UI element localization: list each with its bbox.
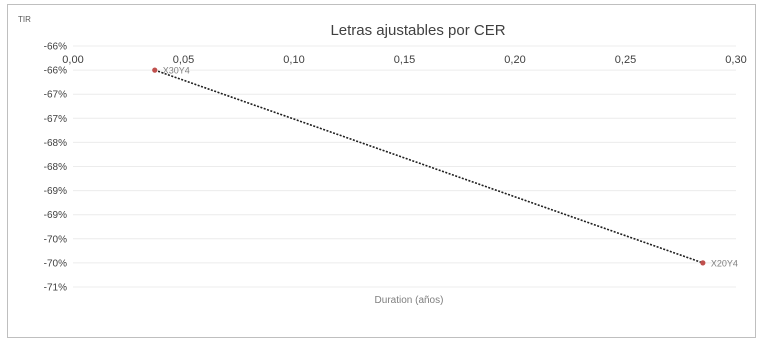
y-tick-label: -71% [44, 283, 67, 294]
x-axis-ticks: 0,00 0,05 0,10 0,15 0,20 0,25 0,30 [62, 54, 746, 66]
y-tick-label: -69% [44, 186, 67, 197]
y-tick-label: -66% [44, 42, 67, 53]
data-label: X20Y4 [711, 258, 738, 268]
y-tick-label: -69% [44, 210, 67, 221]
x-tick-label: 0,00 [62, 54, 83, 66]
x-tick-label: 0,25 [615, 54, 636, 66]
data-points: X30Y4 X20Y4 [152, 66, 738, 268]
x-tick-label: 0,10 [283, 54, 304, 66]
trendline-path [154, 69, 704, 264]
y-tick-label: -70% [44, 258, 67, 269]
chart-title: Letras ajustables por CER [330, 22, 505, 39]
y-axis-ticks: -66% -66% -67% -67% -68% -68% -69% -69% -70% -70%… [44, 42, 67, 294]
gridlines [73, 45, 736, 288]
trendline [154, 69, 704, 264]
y-tick-label: -67% [44, 114, 67, 125]
data-point [152, 67, 158, 73]
x-tick-label: 0,20 [504, 54, 525, 66]
y-axis-label: TIR [18, 15, 31, 24]
y-tick-label: -70% [44, 234, 67, 245]
x-tick-label: 0,05 [173, 54, 194, 66]
y-tick-label: -66% [44, 66, 67, 77]
x-axis-label: Duration (años) [375, 295, 444, 306]
y-tick-label: -67% [44, 90, 67, 101]
y-tick-label: -68% [44, 138, 67, 149]
data-point [700, 260, 706, 266]
data-label: X30Y4 [163, 66, 190, 76]
y-tick-label: -68% [44, 162, 67, 173]
x-tick-label: 0,15 [394, 54, 415, 66]
x-tick-label: 0,30 [725, 54, 746, 66]
chart-frame [7, 4, 756, 338]
